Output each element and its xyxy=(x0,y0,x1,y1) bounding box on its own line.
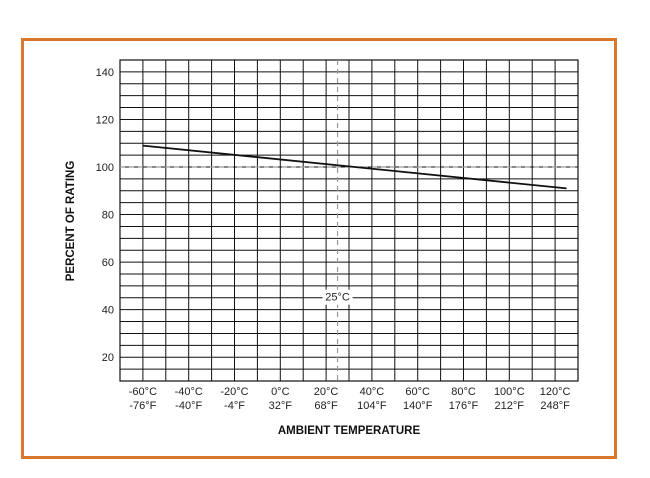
y-tick-label: 20 xyxy=(102,352,114,364)
x-tick-label-celsius: 80°C xyxy=(451,386,476,398)
x-tick-label-fahrenheit: -76°F xyxy=(129,400,156,412)
x-tick-labels: -60°C -76°F -40°C -40°F -20°C -4°F 0°C 32°F 20°C… xyxy=(129,386,571,412)
reference-label-25c: 25°C xyxy=(325,292,350,304)
x-tick-label-celsius: 40°C xyxy=(360,386,385,398)
y-tick-label: 40 xyxy=(102,305,114,317)
plot-border xyxy=(119,59,579,382)
x-tick-label-fahrenheit: 32°F xyxy=(269,400,293,412)
series-layer xyxy=(142,144,567,190)
y-tick-labels: 20 40 60 80 100 120 140 xyxy=(96,67,114,364)
grid xyxy=(119,59,579,382)
x-tick-label-fahrenheit: -4°F xyxy=(224,400,245,412)
y-tick-label: 80 xyxy=(102,210,114,222)
x-tick-label-celsius: 60°C xyxy=(405,386,430,398)
x-tick-label-fahrenheit: 140°F xyxy=(403,400,433,412)
reference-label-background xyxy=(322,289,353,305)
x-tick-label-celsius: 20°C xyxy=(314,386,339,398)
y-tick-label: 60 xyxy=(102,257,114,269)
x-tick-label-celsius: -40°C xyxy=(175,386,203,398)
chart-frame: 25°C 20 40 60 80 100 120 140 -60°C -76°F -40°C -4… xyxy=(21,38,617,459)
x-tick-label-fahrenheit: 248°F xyxy=(540,400,570,412)
y-tick-label: 100 xyxy=(96,162,114,174)
x-tick-label-fahrenheit: -40°F xyxy=(175,400,202,412)
derating-chart: 25°C 20 40 60 80 100 120 140 -60°C -76°F -40°C -4… xyxy=(65,59,579,437)
x-axis-title: AMBIENT TEMPERATURE xyxy=(278,425,421,437)
x-tick-label-fahrenheit: 68°F xyxy=(314,400,338,412)
x-tick-label-celsius: 100°C xyxy=(494,386,525,398)
x-tick-label-celsius: 0°C xyxy=(271,386,290,398)
series-line-0 xyxy=(142,144,567,190)
x-tick-label-celsius: -20°C xyxy=(220,386,248,398)
x-tick-label-fahrenheit: 176°F xyxy=(449,400,479,412)
x-tick-label-celsius: -60°C xyxy=(129,386,157,398)
x-tick-label-celsius: 120°C xyxy=(540,386,571,398)
x-tick-label-fahrenheit: 212°F xyxy=(495,400,525,412)
x-tick-label-fahrenheit: 104°F xyxy=(357,400,387,412)
y-tick-label: 120 xyxy=(96,114,114,126)
y-axis-title: PERCENT OF RATING xyxy=(65,161,77,282)
y-tick-label: 140 xyxy=(96,67,114,79)
